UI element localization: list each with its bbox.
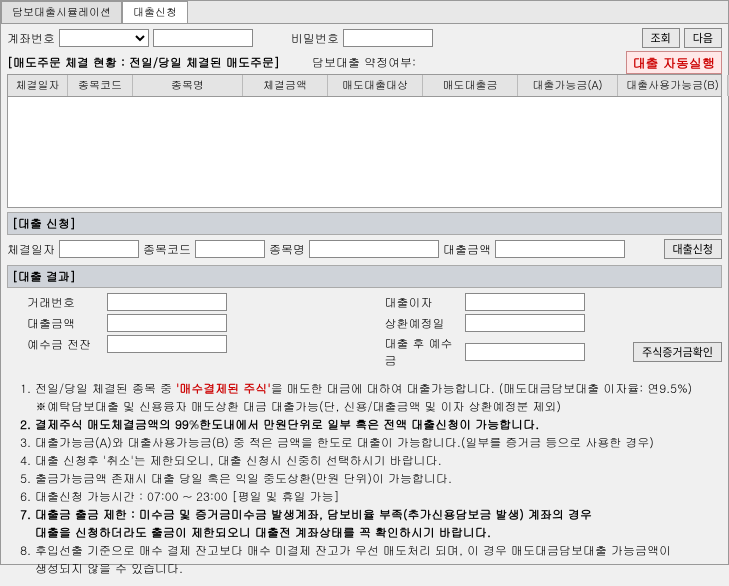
- req-amount-input[interactable]: [495, 240, 625, 258]
- notice-section: 전일/당일 체결된 종목 중 '매수결제된 주식'을 매도한 대금에 대하여 대…: [7, 376, 722, 582]
- notice-item-5: 출금가능금액 존재시 대출 당일 혹은 익일 중도상환(만원 단위)이 가능합니…: [35, 470, 714, 488]
- stock-margin-check-button[interactable]: 주식증거금확인: [633, 342, 722, 362]
- loan-amt-label: 대출금액: [7, 315, 97, 332]
- deposit-bal-field: [107, 335, 227, 353]
- account-input[interactable]: [153, 29, 253, 47]
- account-select[interactable]: [59, 29, 149, 47]
- col-exec-amount: 체결금액: [243, 75, 328, 96]
- col-loan-usable-b: 대출사용가능금(B): [618, 75, 728, 96]
- deposit-bal-label: 예수금 전잔: [7, 336, 97, 353]
- next-button[interactable]: 다음: [684, 28, 722, 48]
- col-sell-loan: 매도대출금: [423, 75, 518, 96]
- notice-item-4: 대출 신청후 '취소'는 제한되오니, 대출 신청시 신중히 선택하시기 바랍니…: [35, 452, 714, 470]
- interest-field: [465, 293, 585, 311]
- req-date-input[interactable]: [59, 240, 139, 258]
- after-deposit-field: [465, 343, 585, 361]
- col-stock-name: 종목명: [133, 75, 243, 96]
- status-label: [매도주문 체결 현황 : 전일/당일 체결된 매도주문]: [7, 54, 280, 71]
- status-row: [매도주문 체결 현황 : 전일/당일 체결된 매도주문] 담보대출 약정여부:…: [7, 51, 722, 74]
- after-deposit-label: 대출 후 예수금: [365, 335, 455, 369]
- trade-no-field: [107, 293, 227, 311]
- query-button[interactable]: 조회: [642, 28, 680, 48]
- req-code-label: 종목코드: [143, 241, 191, 258]
- col-loan-avail-a: 대출가능금(A): [518, 75, 618, 96]
- password-label: 비밀번호: [291, 30, 339, 47]
- req-date-label: 체결일자: [7, 241, 55, 258]
- account-row: 계좌번호 비밀번호 조회 다음: [7, 28, 722, 48]
- content-area: 계좌번호 비밀번호 조회 다음 [매도주문 체결 현황 : 전일/당일 체결된 …: [1, 24, 728, 586]
- tab-bar: 담보대출시뮬레이션 대출신청: [1, 1, 728, 24]
- grid-header: 체결일자 종목코드 종목명 체결금액 매도대출대상 매도대출금 대출가능금(A)…: [8, 75, 721, 97]
- req-amount-label: 대출금액: [443, 241, 491, 258]
- loan-request-button[interactable]: 대출신청: [664, 239, 722, 259]
- col-stock-code: 종목코드: [68, 75, 133, 96]
- password-input[interactable]: [343, 29, 433, 47]
- auto-exec-indicator: 대출 자동실행: [626, 51, 722, 74]
- account-label: 계좌번호: [7, 30, 55, 47]
- repay-date-label: 상환예정일: [365, 315, 455, 332]
- execution-grid: 체결일자 종목코드 종목명 체결금액 매도대출대상 매도대출금 대출가능금(A)…: [7, 74, 722, 208]
- loan-result-section: 거래번호 대출금액 예수금 전잔 대출이자: [7, 290, 722, 372]
- notice-item-2: 결제주식 매도체결금액의 99%한도내에서 만원단위로 일부 혹은 전액 대출신…: [35, 416, 714, 434]
- req-name-label: 종목명: [269, 241, 305, 258]
- tab-apply[interactable]: 대출신청: [122, 1, 188, 23]
- trade-no-label: 거래번호: [7, 294, 97, 311]
- agreement-label: 담보대출 약정여부:: [312, 54, 416, 71]
- tab-simulation[interactable]: 담보대출시뮬레이션: [1, 1, 122, 23]
- col-exec-date: 체결일자: [8, 75, 68, 96]
- interest-label: 대출이자: [365, 294, 455, 311]
- loan-request-header: [대출 신청]: [7, 212, 722, 235]
- loan-app-window: 담보대출시뮬레이션 대출신청 계좌번호 비밀번호 조회 다음 [매도주문 체결 …: [0, 0, 729, 565]
- notice-item-7: 대출금 출금 제한 : 미수금 및 증거금미수금 발생계좌, 담보비율 부족(추…: [35, 506, 714, 542]
- loan-amt-field: [107, 314, 227, 332]
- req-name-input[interactable]: [309, 240, 439, 258]
- grid-body: [8, 97, 721, 207]
- req-code-input[interactable]: [195, 240, 265, 258]
- notice-item-1: 전일/당일 체결된 종목 중 '매수결제된 주식'을 매도한 대금에 대하여 대…: [35, 380, 714, 416]
- notice-item-6: 대출신청 가능시간 : 07:00 ~ 23:00 [평일 및 휴일 가능]: [35, 488, 714, 506]
- notice-item-3: 대출가능금(A)와 대출사용가능금(B) 중 적은 금액을 한도로 대출이 가능…: [35, 434, 714, 452]
- col-sell-target: 매도대출대상: [328, 75, 423, 96]
- notice-item-8: 후입선출 기준으로 매수 결제 잔고보다 매수 미결제 잔고가 우선 매도처리 …: [35, 542, 714, 578]
- repay-date-field: [465, 314, 585, 332]
- loan-request-form: 체결일자 종목코드 종목명 대출금액 대출신청: [7, 237, 722, 261]
- loan-result-header: [대출 결과]: [7, 265, 722, 288]
